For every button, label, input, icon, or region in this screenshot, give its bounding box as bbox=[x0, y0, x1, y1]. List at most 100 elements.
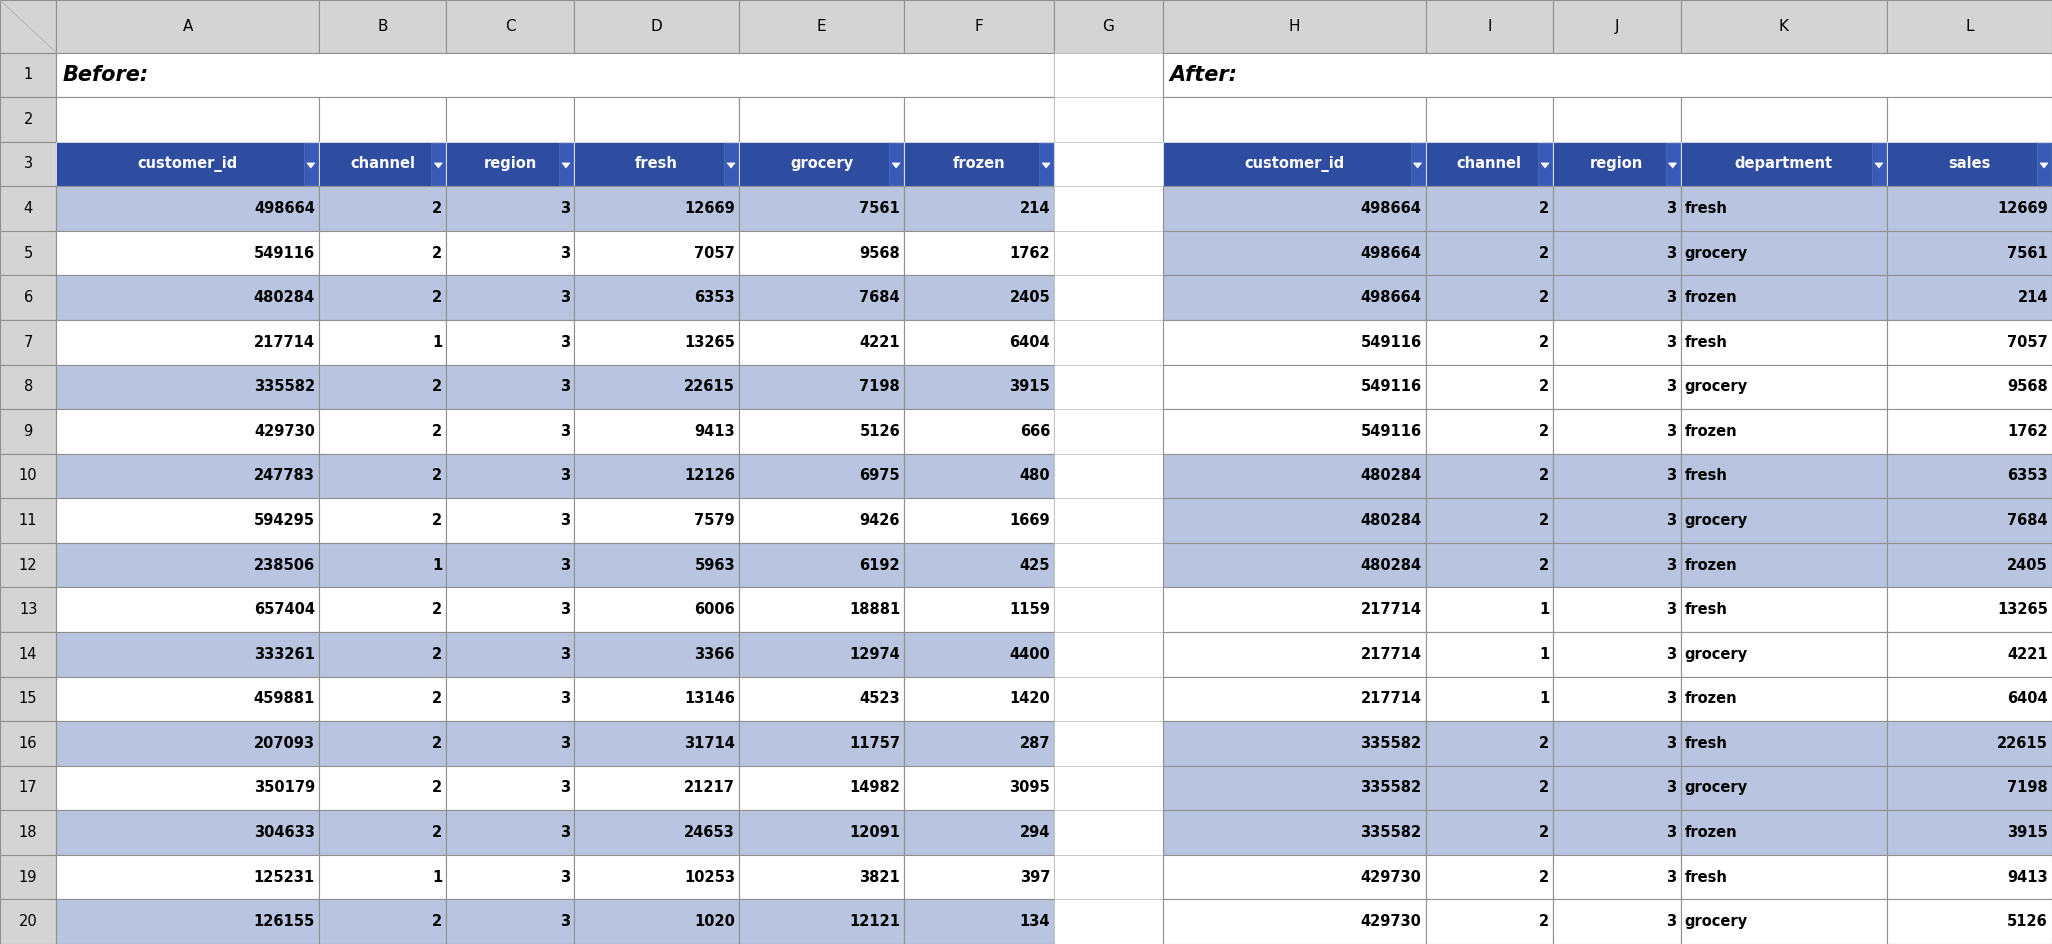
Bar bbox=[1681, 186, 1888, 231]
Text: frozen: frozen bbox=[1685, 825, 1738, 840]
Text: customer_id: customer_id bbox=[1244, 156, 1344, 172]
Bar bbox=[739, 364, 905, 409]
Text: 1762: 1762 bbox=[1010, 245, 1051, 261]
Bar bbox=[318, 320, 447, 364]
Bar bbox=[447, 810, 575, 855]
Polygon shape bbox=[435, 163, 443, 168]
Bar bbox=[318, 454, 447, 498]
Bar bbox=[318, 186, 447, 231]
Bar bbox=[1055, 186, 1163, 231]
Text: 1020: 1020 bbox=[694, 914, 735, 929]
Bar bbox=[1681, 543, 1888, 587]
Text: 3: 3 bbox=[560, 379, 570, 395]
Bar bbox=[1426, 721, 1553, 766]
Bar bbox=[1163, 454, 1426, 498]
Bar bbox=[318, 276, 447, 320]
Text: 3: 3 bbox=[1666, 558, 1676, 573]
Bar bbox=[447, 409, 575, 454]
Bar bbox=[1888, 855, 2052, 900]
Bar bbox=[575, 632, 739, 677]
Bar bbox=[55, 587, 318, 632]
Bar bbox=[1055, 587, 1163, 632]
Bar bbox=[1055, 543, 1163, 587]
Text: 14: 14 bbox=[18, 647, 37, 662]
Bar bbox=[1163, 810, 1426, 855]
Bar bbox=[318, 632, 447, 677]
Bar bbox=[905, 231, 1055, 276]
Polygon shape bbox=[308, 163, 314, 168]
Text: 6192: 6192 bbox=[860, 558, 901, 573]
Text: 429730: 429730 bbox=[1360, 869, 1422, 885]
Text: 335582: 335582 bbox=[1360, 781, 1422, 796]
Text: 214: 214 bbox=[2017, 290, 2048, 305]
Bar bbox=[1553, 142, 1681, 186]
Text: 18: 18 bbox=[18, 825, 37, 840]
Bar bbox=[55, 810, 318, 855]
Text: 2: 2 bbox=[433, 691, 443, 706]
Bar bbox=[905, 900, 1055, 944]
Text: 9413: 9413 bbox=[2007, 869, 2048, 885]
Bar bbox=[447, 498, 575, 543]
Bar bbox=[575, 320, 739, 364]
Polygon shape bbox=[1042, 163, 1051, 168]
Bar bbox=[0, 0, 55, 53]
Bar bbox=[1426, 632, 1553, 677]
Text: 125231: 125231 bbox=[254, 869, 314, 885]
Text: 2: 2 bbox=[1539, 379, 1549, 395]
Bar bbox=[1681, 855, 1888, 900]
Text: 5126: 5126 bbox=[860, 424, 901, 439]
Bar bbox=[55, 409, 318, 454]
Bar bbox=[1553, 855, 1681, 900]
Bar bbox=[1888, 454, 2052, 498]
Bar bbox=[1681, 677, 1888, 721]
Text: 18881: 18881 bbox=[850, 602, 901, 617]
Text: 126155: 126155 bbox=[254, 914, 314, 929]
Bar bbox=[1553, 364, 1681, 409]
Bar bbox=[1681, 97, 1888, 142]
Bar bbox=[447, 142, 575, 186]
Text: 2: 2 bbox=[1539, 245, 1549, 261]
Polygon shape bbox=[726, 163, 735, 168]
Text: fresh: fresh bbox=[1685, 468, 1728, 483]
Bar bbox=[1681, 900, 1888, 944]
Bar bbox=[55, 53, 1055, 97]
Bar bbox=[1163, 632, 1426, 677]
Bar bbox=[1055, 364, 1163, 409]
Text: 3915: 3915 bbox=[2007, 825, 2048, 840]
Bar bbox=[575, 276, 739, 320]
Bar bbox=[739, 766, 905, 810]
Text: 3: 3 bbox=[560, 736, 570, 750]
Text: 24653: 24653 bbox=[683, 825, 735, 840]
Text: 19: 19 bbox=[18, 869, 37, 885]
Bar bbox=[905, 587, 1055, 632]
Text: region: region bbox=[484, 157, 538, 172]
Bar bbox=[1163, 186, 1426, 231]
Text: 1: 1 bbox=[433, 558, 443, 573]
Text: 1: 1 bbox=[433, 869, 443, 885]
Text: 9568: 9568 bbox=[2007, 379, 2048, 395]
Bar bbox=[318, 855, 447, 900]
Bar bbox=[0, 721, 55, 766]
Text: 20: 20 bbox=[18, 914, 37, 929]
Text: 3: 3 bbox=[560, 245, 570, 261]
Text: 21217: 21217 bbox=[683, 781, 735, 796]
Bar bbox=[55, 97, 318, 142]
Bar bbox=[1163, 721, 1426, 766]
Bar bbox=[0, 97, 55, 142]
Text: 2: 2 bbox=[433, 914, 443, 929]
Bar bbox=[1681, 320, 1888, 364]
Text: L: L bbox=[1966, 19, 1974, 34]
Bar bbox=[575, 900, 739, 944]
Text: grocery: grocery bbox=[1685, 379, 1748, 395]
Text: A: A bbox=[183, 19, 193, 34]
Text: E: E bbox=[817, 19, 827, 34]
Text: 9426: 9426 bbox=[860, 513, 901, 528]
Bar bbox=[1163, 498, 1426, 543]
Bar bbox=[55, 498, 318, 543]
Bar bbox=[739, 231, 905, 276]
Bar bbox=[1871, 143, 1886, 185]
Text: 4221: 4221 bbox=[2007, 647, 2048, 662]
Bar bbox=[447, 276, 575, 320]
Text: 2: 2 bbox=[1539, 290, 1549, 305]
Text: 2: 2 bbox=[1539, 781, 1549, 796]
